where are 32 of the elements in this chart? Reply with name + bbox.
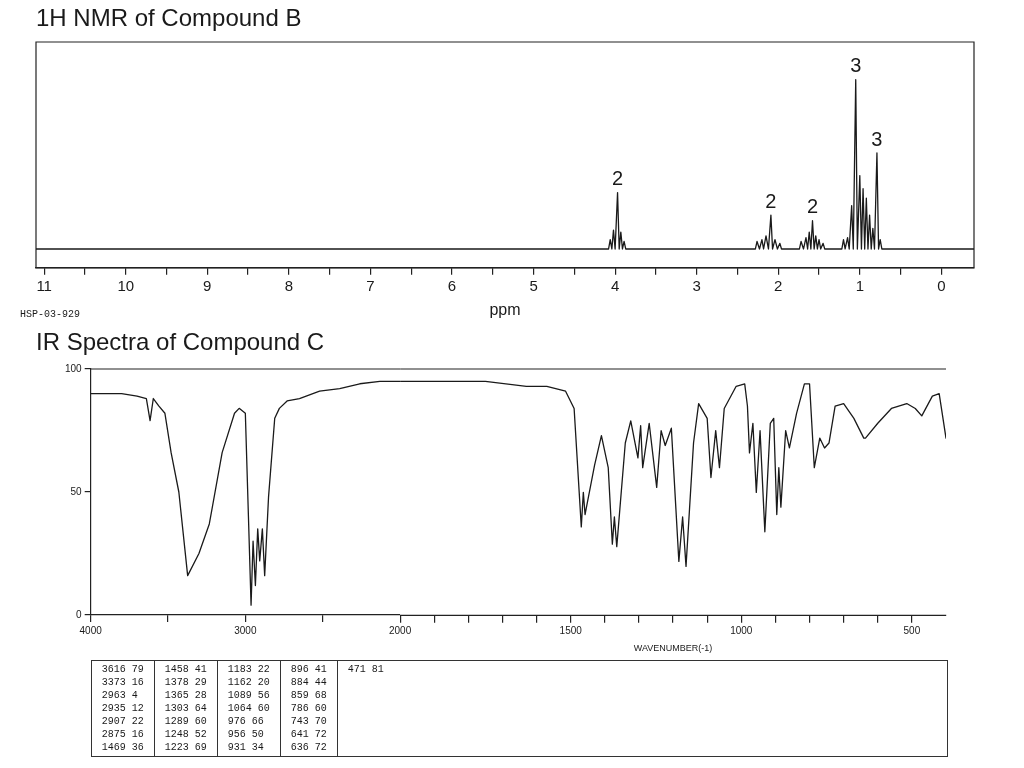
table-frame: 3616 79 3373 16 2963 4 2935 12 2907 22 2875 16 1469 36 1458 41 1378 29 1365 28 1303 64 1289 60 1248 52 1223 69 1183 22 1162 20 1089 56 1064 60 976 66 956 50 931 34 896 41 884 44 859 68 786 60 743 70 641 72 636 72 471 81 — [90, 659, 948, 757]
x-tick-label: 4000 — [79, 624, 103, 636]
x-tick-label: 2 — [774, 276, 783, 294]
x-tick-label: 3000 — [234, 624, 257, 636]
x-tick-label: 1000 — [730, 625, 753, 637]
annotation: 2 — [765, 189, 777, 212]
y-tick-label: 0 — [76, 608, 83, 620]
x-tick-label: 3 — [692, 276, 701, 294]
y-tick-label: 100 — [65, 362, 83, 374]
x-axis-title: WAVENUMBER(-1) — [633, 642, 713, 653]
annotation: 2 — [806, 195, 819, 218]
x-tick-label: 9 — [203, 276, 212, 294]
x-tick-label: 11 — [36, 276, 52, 294]
y-tick-label: 50 — [70, 485, 83, 497]
x-tick-label: 4 — [610, 276, 620, 294]
x-tick-label: 5 — [529, 276, 538, 294]
annotation: 3 — [871, 127, 883, 150]
x-axis-title: ppm — [489, 300, 521, 318]
x-tick-label: 2000 — [388, 625, 412, 637]
x-tick-label: 6 — [447, 276, 457, 294]
annotation: 3 — [850, 54, 862, 77]
chart-title: IR Spectra of Compound C — [36, 328, 325, 356]
x-tick-label: 500 — [903, 625, 921, 637]
x-tick-label: 10 — [117, 276, 135, 294]
x-tick-label: 1 — [855, 276, 864, 294]
chart-title: 1H NMR of Compound B — [36, 4, 302, 32]
x-tick-label: 0 — [937, 276, 946, 294]
x-tick-label: 7 — [366, 276, 375, 294]
annotation: 2 — [612, 167, 624, 190]
x-tick-label: 1500 — [559, 625, 583, 637]
x-tick-label: 8 — [284, 276, 294, 294]
text: HSP-03-929 — [20, 308, 81, 320]
